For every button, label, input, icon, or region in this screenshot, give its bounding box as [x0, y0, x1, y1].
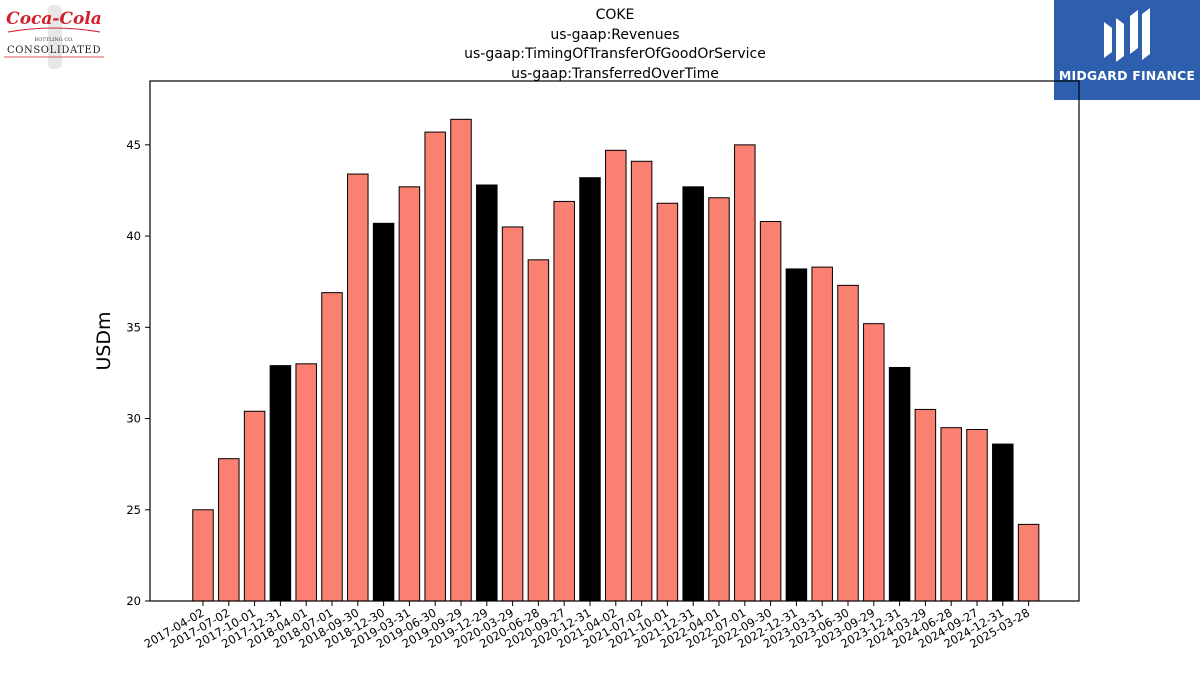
y-tick-label: 20	[126, 594, 141, 608]
bar-2022-09-30	[759, 220, 782, 602]
bar-2021-10-01	[656, 202, 679, 602]
bar-2020-09-27	[553, 200, 575, 602]
bar-2022-04-01	[708, 197, 730, 602]
bars-group	[192, 118, 1040, 602]
bar-2020-12-31	[579, 177, 601, 602]
bar-2023-09-29	[863, 323, 885, 602]
chart-title-line-3: us-gaap:TimingOfTransferOfGoodOrService	[464, 46, 766, 62]
bar-2021-07-02	[630, 160, 653, 602]
bar-2023-06-30	[837, 284, 859, 602]
y-axis: 20 25 30 35 40 45	[126, 138, 150, 608]
bar-2024-06-28	[940, 427, 962, 602]
bar-2024-03-29	[914, 408, 937, 602]
midgard-finance-wordmark: MIDGARD FINANCE	[1058, 68, 1196, 83]
y-tick-label: 35	[126, 320, 141, 334]
svg-text:Coca-Cola: Coca-Cola	[6, 9, 102, 29]
y-tick-label: 25	[126, 503, 141, 517]
bar-2018-09-30	[347, 173, 369, 602]
bar-2019-06-30	[424, 131, 446, 602]
bar-2018-04-01	[295, 363, 317, 602]
y-tick-label: 30	[126, 412, 141, 426]
bar-2023-12-31	[888, 366, 911, 602]
bar-2018-12-30	[372, 222, 395, 602]
chart-title-line-2: us-gaap:Revenues	[550, 26, 680, 43]
bar-2020-03-29	[501, 226, 524, 602]
bar-2024-12-31	[992, 443, 1014, 602]
bar-2023-03-31	[811, 266, 833, 602]
bar-2024-09-27	[966, 428, 988, 602]
svg-text:CONSOLIDATED: CONSOLIDATED	[7, 45, 101, 56]
bar-2017-04-02	[192, 509, 214, 602]
bar-2021-12-31	[682, 186, 704, 602]
bar-2017-12-31	[269, 365, 292, 602]
y-tick-label: 45	[126, 138, 141, 152]
chart-title-line-1: COKE	[595, 7, 635, 23]
chart-title: COKE us-gaap:Revenues us-gaap:TimingOfTr…	[330, 6, 900, 84]
bar-2022-12-31	[785, 268, 808, 602]
bar-2021-04-02	[605, 149, 627, 602]
bar-2017-10-01	[243, 410, 266, 602]
bar-2018-07-01	[321, 292, 343, 602]
x-axis: 2017-04-022017-07-022017-10-012017-12-31…	[142, 601, 1032, 651]
midgard-finance-logo: MIDGARD FINANCE	[1054, 0, 1200, 100]
bar-2017-07-02	[218, 458, 240, 602]
y-axis-label: USDm	[93, 311, 115, 370]
y-tick-label: 40	[126, 229, 141, 243]
bar-2020-06-28	[527, 259, 550, 602]
bar-2022-07-01	[734, 144, 756, 602]
bar-2025-03-28	[1017, 523, 1040, 602]
chart-title-line-4: us-gaap:TransferredOverTime	[511, 65, 719, 82]
bar-2019-12-29	[476, 184, 498, 602]
coca-cola-consolidated-logo: Coca-Cola BOTTLING CO. CONSOLIDATED	[2, 2, 106, 70]
bar-2019-09-29	[450, 118, 472, 602]
plot-frame	[149, 80, 1080, 602]
bar-2019-03-31	[398, 186, 421, 602]
svg-text:BOTTLING CO.: BOTTLING CO.	[34, 37, 74, 43]
